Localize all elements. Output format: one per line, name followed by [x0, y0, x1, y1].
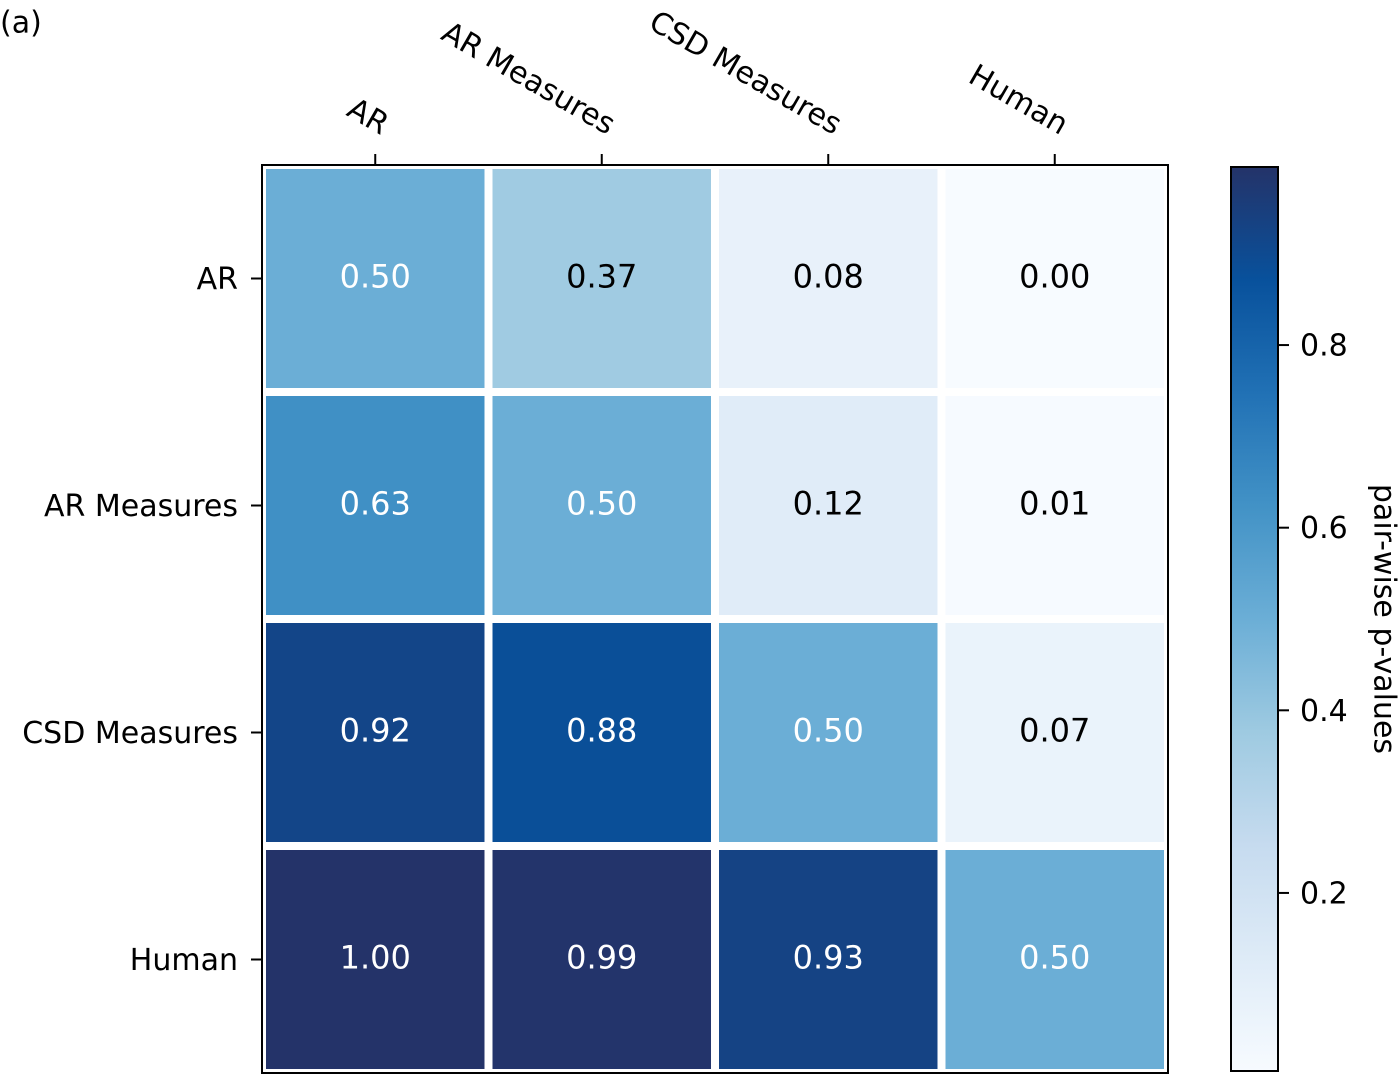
heatmap-cell — [719, 169, 938, 388]
x-tick-label: CSD Measures — [643, 4, 847, 142]
cell-label: 0.92 — [340, 712, 411, 750]
heatmap-cell — [492, 396, 711, 615]
colorbar — [1230, 166, 1279, 1072]
x-tick-label: AR — [341, 91, 394, 142]
cell-label: 0.08 — [793, 258, 864, 296]
cell-label: 0.50 — [340, 258, 411, 296]
cell-label: 0.93 — [793, 939, 864, 977]
cell-label: 0.01 — [1019, 485, 1090, 523]
heatmap-cell — [719, 396, 938, 615]
cell-label: 0.63 — [340, 485, 411, 523]
cell-label: 0.37 — [566, 258, 637, 296]
heatmap-cell — [492, 169, 711, 388]
y-tick-label: CSD Measures — [22, 716, 238, 751]
heatmap-cell — [266, 850, 485, 1069]
x-tick-label: Human — [963, 58, 1074, 142]
cell-label: 0.50 — [793, 712, 864, 750]
y-tick-label: AR Measures — [44, 489, 238, 524]
heatmap-cell — [492, 850, 711, 1069]
colorbar-label: pair-wise p-values — [1367, 484, 1400, 754]
cell-label: 0.00 — [1019, 258, 1090, 296]
colorbar-tick-label: 0.2 — [1300, 876, 1348, 911]
colorbar-tick-label: 0.6 — [1300, 511, 1348, 546]
colorbar-tick-label: 0.4 — [1300, 694, 1348, 729]
heatmap-cell — [266, 623, 485, 842]
heatmap-cell — [945, 169, 1164, 388]
heatmap-cell — [492, 623, 711, 842]
x-tick-label: AR Measures — [435, 15, 621, 142]
panel-label: (a) — [0, 6, 42, 41]
cell-label: 0.07 — [1019, 712, 1090, 750]
heatmap-cell — [719, 623, 938, 842]
cell-label: 0.50 — [566, 485, 637, 523]
axes-frame — [261, 164, 1169, 1074]
y-tick-label: AR — [197, 262, 238, 297]
heatmap-cell — [945, 623, 1164, 842]
cell-label: 0.99 — [566, 939, 637, 977]
cell-label: 0.50 — [1019, 939, 1090, 977]
heatmap-cell — [945, 850, 1164, 1069]
cell-label: 1.00 — [340, 939, 411, 977]
heatmap-cell — [719, 850, 938, 1069]
cell-label: 0.88 — [566, 712, 637, 750]
colorbar-tick-label: 0.8 — [1300, 329, 1348, 364]
heatmap-cell — [266, 396, 485, 615]
y-tick-label: Human — [130, 943, 238, 978]
heatmap-cell — [266, 169, 485, 388]
cell-label: 0.12 — [793, 485, 864, 523]
heatmap-cell — [945, 396, 1164, 615]
